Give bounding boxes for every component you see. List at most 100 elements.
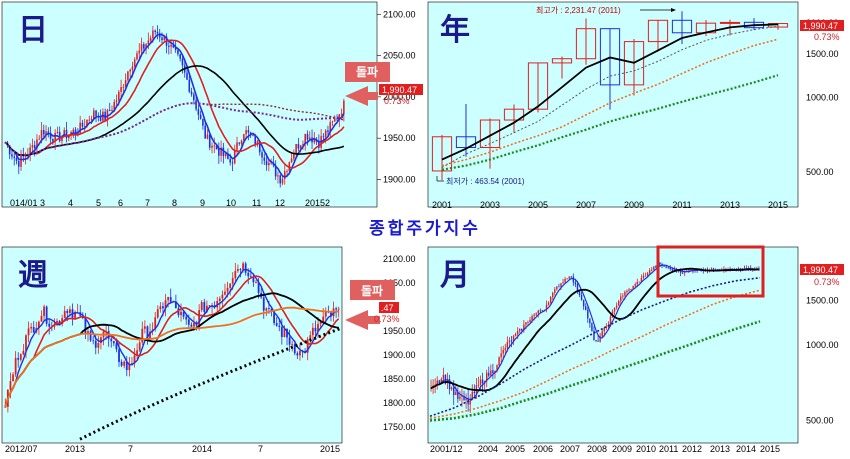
daily-ytick-label: 2000.00 [383,92,416,102]
weekly-candle [89,331,92,341]
daily-candle [31,145,34,148]
monthly-candle [485,372,488,382]
weekly-price-box: .47 0.73% [374,302,400,324]
monthly-xtick-label: 2007 [560,444,580,454]
daily-candle [256,140,259,145]
monthly-candle [622,295,624,297]
daily-candle [343,100,345,114]
weekly-candle [296,353,299,356]
daily-candle [295,143,297,153]
daily-label: 日 [18,13,48,48]
daily-candle [220,147,222,156]
daily-candle [118,91,120,101]
yearly-ytick-label: 1500.00 [806,49,839,59]
weekly-candle [330,312,332,317]
daily-candle [199,114,202,119]
daily-candle [122,87,125,88]
monthly-candle [533,314,535,316]
daily-candle [195,100,197,110]
daily-candle [77,133,79,134]
monthly-candle [591,323,593,331]
daily-candle [277,175,279,177]
daily-candle [81,122,84,127]
daily-candle [324,130,327,137]
weekly-candle [291,344,294,345]
monthly-xtick-label: 2008 [587,444,607,454]
daily-xtick-label: 7 [145,198,150,208]
monthly-candle [655,266,657,268]
monthly-candle [681,272,684,274]
monthly-candle [549,297,552,303]
daily-ytick-label: 2100.00 [383,9,416,19]
monthly-candle [669,267,672,270]
daily-candle [140,44,143,51]
yearly-xtick-label: 2001 [432,200,452,210]
monthly-xtick-label: 2015 [760,444,780,454]
daily-candle [113,101,116,110]
daily-candle [90,119,93,120]
daily-candle [127,71,129,81]
monthly-candle [452,387,455,396]
daily-candle [327,130,329,133]
daily-candle [38,138,41,140]
monthly-xtick-label: 2012 [682,444,702,454]
daily-candle [222,147,225,156]
weekly-candle [143,326,146,329]
monthly-label: 月 [440,258,470,293]
monthly-ytick-label: 1000.00 [806,340,839,350]
monthly-candle [638,281,641,283]
yearly-candle [455,136,477,149]
monthly-candle [584,306,587,310]
daily-candle [33,145,36,149]
monthly-candle [640,277,643,282]
daily-candle [131,66,134,70]
weekly-breakout-marker: 돌파 [345,280,395,330]
monthly-candle [477,384,480,386]
weekly-candle [164,300,167,309]
weekly-candle [293,344,296,354]
monthly-candle [615,305,618,308]
weekly-xtick-label: 7 [128,444,133,454]
monthly-candle [599,336,601,342]
monthly-candle [551,292,554,298]
weekly-candle [87,331,89,334]
weekly-candle [242,263,244,270]
daily-ma-120 [4,102,345,156]
weekly-candle [131,363,133,364]
daily-xtick-label: 014/01 [10,198,38,208]
daily-candle [161,37,163,41]
daily-candle [115,100,118,102]
weekly-candle [252,277,255,283]
monthly-candle [436,380,438,385]
weekly-candle [185,316,188,320]
daily-ytick-label: 2050.00 [383,51,416,61]
weekly-candle [74,312,76,318]
daily-candle [45,131,47,135]
daily-candle [258,140,261,153]
monthly-ma-20 [430,267,759,392]
daily-arrow-icon [345,86,378,106]
weekly-candle [112,341,115,344]
daily-candle [52,138,54,142]
yearly-high-label: 최고가 : 2,231.47 (2011) [536,5,621,15]
weekly-candle [311,327,314,336]
monthly-candle [535,313,537,315]
monthly-xtick-label: 2001/12 [430,444,463,454]
monthly-candle [609,316,612,326]
daily-candle [138,50,141,54]
monthly-candle [597,340,599,342]
daily-candle [331,121,334,123]
weekly-candle [257,282,260,293]
daily-candle [204,125,206,139]
monthly-candle [589,318,591,324]
daily-candle [290,158,293,163]
weekly-panel [1,246,343,444]
yearly-label: 年 [440,13,470,48]
weekly-candle [92,340,95,342]
daily-candle [270,162,272,164]
weekly-candle [63,310,66,319]
weekly-candle [247,272,250,277]
weekly-candle [309,335,312,340]
daily-candle [136,53,138,60]
weekly-candle [306,339,309,353]
